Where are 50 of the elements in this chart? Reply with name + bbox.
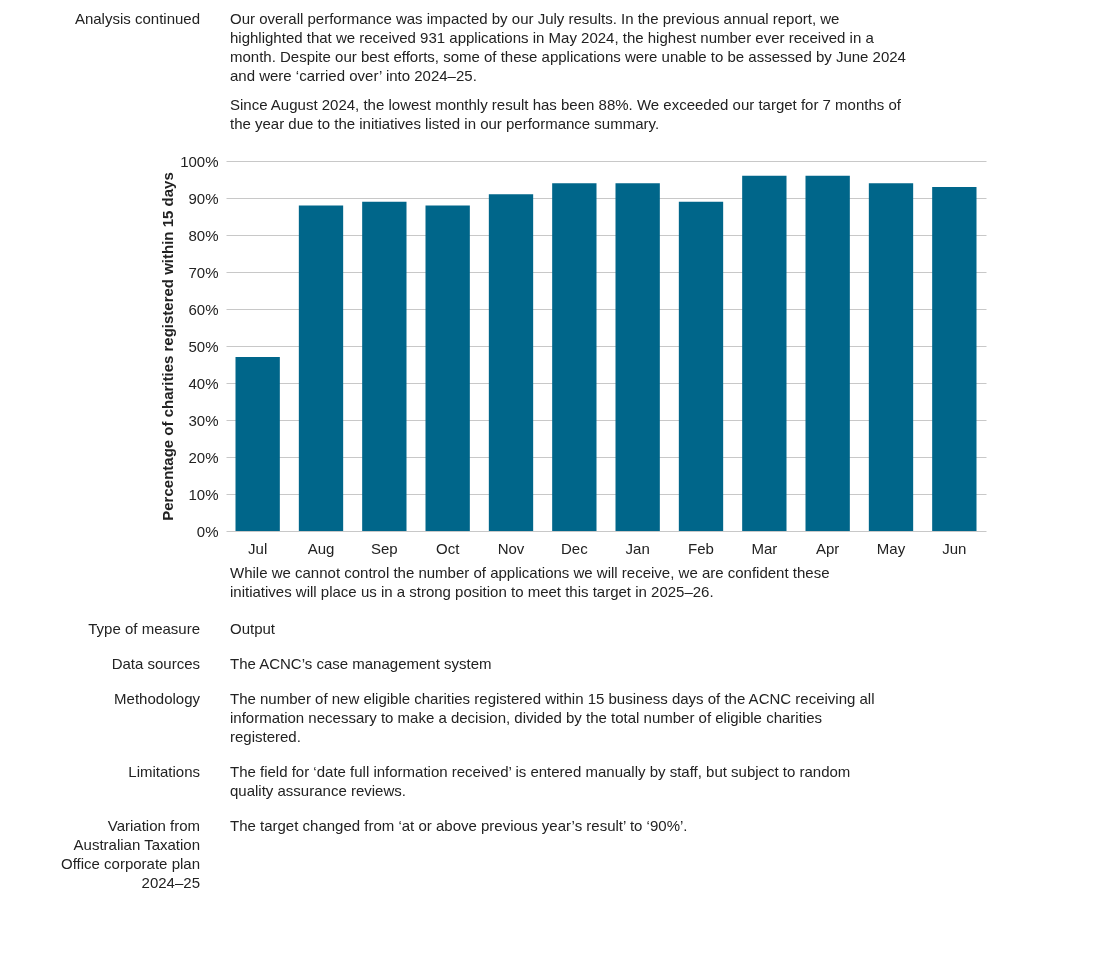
y-tick-label: 60%: [188, 300, 219, 318]
bar: [488, 194, 534, 531]
y-tick-label: 20%: [188, 448, 219, 466]
y-tick-label: 10%: [188, 485, 219, 503]
text: The number of new eligible charities registered within 15 business days of the ACNC receiving all information necessary to make a decision, divided by the total number of eligible charities registered.: [230, 690, 875, 745]
text: Analysis continued: [74, 10, 200, 27]
bar: [932, 186, 977, 531]
bar: [552, 183, 597, 531]
bar: [805, 175, 850, 531]
text: Variation from Australian Taxation Office corporate plan 2024–25: [61, 817, 200, 891]
y-tick-label: 70%: [188, 263, 219, 281]
x-tick-label: Oct: [435, 539, 461, 557]
text: Type of measure: [88, 620, 200, 637]
x-tick-label: Jun: [942, 539, 967, 557]
x-tick-label: Sep: [370, 539, 398, 557]
text: The field for ‘date full information received’ is entered manually by staff, but subject to random quality assurance reviews.: [230, 763, 851, 799]
y-tick-label: 100%: [180, 152, 219, 170]
text: While we cannot control the number of applications we will receive, we are confident these initiatives will place us in a strong position to meet this target in 2025–26.: [230, 564, 830, 600]
bar: [362, 201, 407, 531]
bar: [425, 205, 470, 531]
x-tick-label: May: [876, 539, 906, 557]
text: The ACNC’s case management system: [230, 655, 492, 672]
y-axis-title: Percentage of charities registered within 15 days: [159, 172, 177, 521]
x-tick-label: Aug: [307, 539, 335, 557]
y-tick-label: 80%: [188, 226, 219, 244]
x-tick-label: Jul: [248, 539, 268, 557]
text: The target changed from ‘at or above previous year’s result’ to ‘90%’.: [230, 817, 688, 834]
x-tick-label: Jan: [625, 539, 650, 557]
text: Output: [230, 620, 276, 637]
x-tick-label: Mar: [751, 539, 778, 557]
y-tick-label: 50%: [188, 337, 219, 355]
y-tick-label: 0%: [196, 522, 219, 540]
bar: [742, 175, 787, 531]
text: Limitations: [128, 763, 200, 780]
bar: [868, 183, 914, 531]
x-tick-label: Feb: [688, 539, 714, 557]
text: Our overall performance was impacted by our July results. In the previous annual report, we highlighted that we received 931 applications in May 2024, the highest number ever received in a month. Despite our best efforts, some of these applications were unable to be assessed by June 2024 and were ‘carried over’ into 2024–25.: [230, 10, 906, 84]
x-tick-label: Nov: [497, 539, 525, 557]
text: Data sources: [111, 655, 200, 672]
bar: [615, 183, 660, 531]
bar: [678, 201, 724, 531]
text: Since August 2024, the lowest monthly result has been 88%. We exceeded our target for 7 months of the year due to the initiatives listed in our performance summary.: [230, 96, 902, 132]
text: Methodology: [114, 690, 201, 707]
bar: [235, 357, 280, 531]
bar: [298, 205, 344, 531]
y-tick-label: 40%: [188, 374, 219, 392]
y-tick-label: 90%: [188, 189, 219, 207]
x-tick-label: Dec: [560, 539, 589, 557]
y-tick-label: 30%: [188, 411, 219, 429]
x-tick-label: Apr: [815, 539, 840, 557]
